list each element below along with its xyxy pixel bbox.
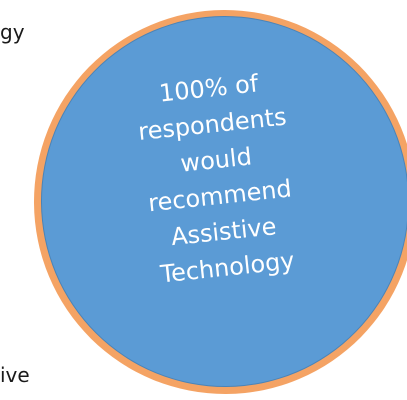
left-fragment-line-3: ive [0,363,30,387]
left-fragment-line-2: gy [0,20,25,44]
circle-text: 100% of respondents would recommend Assi… [58,55,379,301]
